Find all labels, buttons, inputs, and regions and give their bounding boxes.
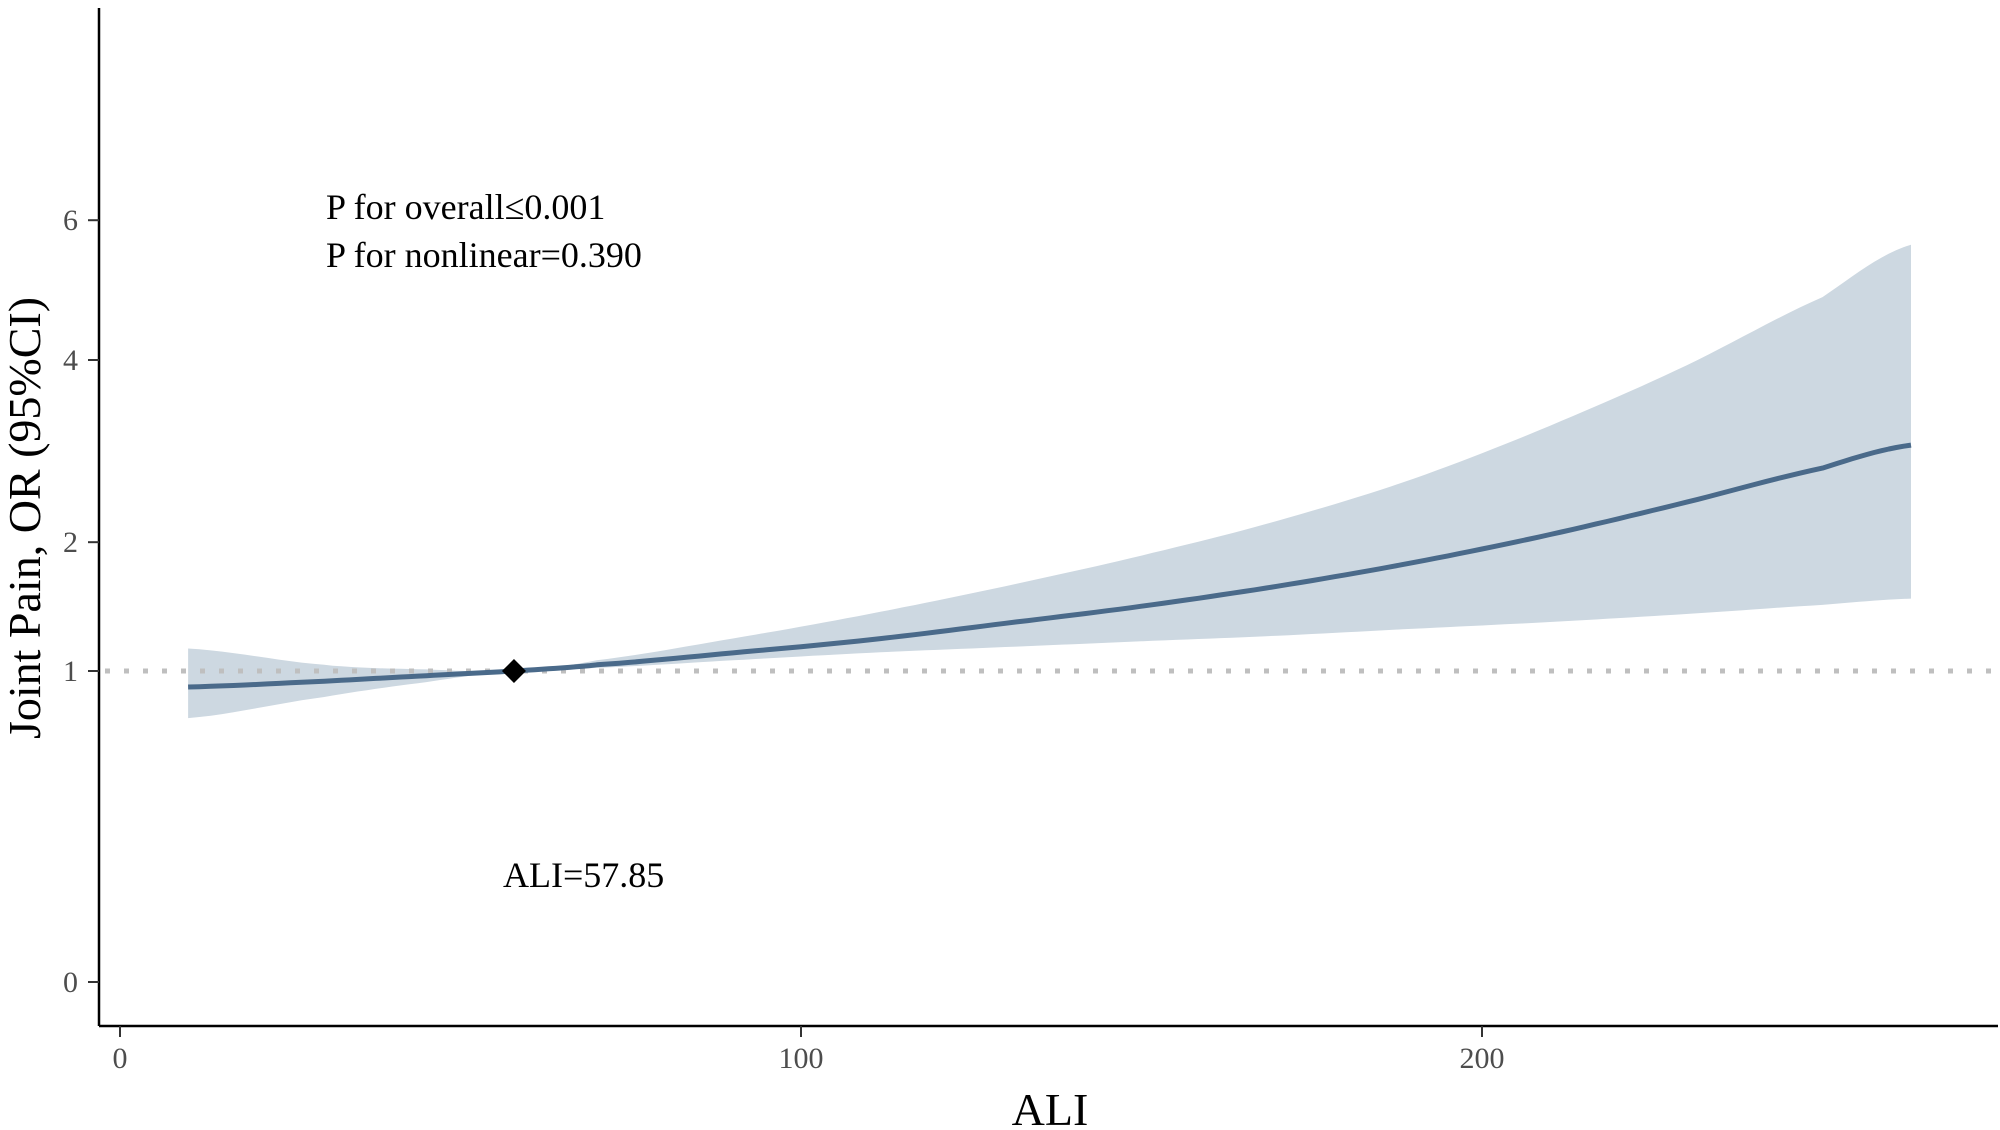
y-tick-label-1: 1: [63, 655, 78, 688]
y-axis-title: Joint Pain, OR (95%CI): [0, 297, 50, 739]
x-tick-label-200: 200: [1460, 1042, 1505, 1075]
p-nonlinear-annotation: P for nonlinear=0.390: [326, 235, 642, 275]
x-tick-label-0: 0: [113, 1042, 128, 1075]
reference-point-marker: [501, 659, 526, 683]
or-spline-line: [188, 442, 1912, 690]
y-tick-label-0: 0: [63, 966, 78, 999]
plot-area: [105, 244, 1995, 719]
confidence-band: [188, 244, 1912, 719]
x-axis-title: ALI: [1012, 1084, 1089, 1130]
x-tick-label-100: 100: [779, 1042, 824, 1075]
y-tick-label-2: 2: [63, 526, 78, 559]
p-overall-annotation: P for overall≤0.001: [326, 187, 605, 227]
axis-ticks: 0 1 2 4 6 0 100 200: [63, 204, 1505, 1075]
y-tick-label-4: 4: [63, 344, 78, 377]
reference-point-label: ALI=57.85: [503, 855, 664, 895]
y-tick-label-6: 6: [63, 204, 78, 237]
